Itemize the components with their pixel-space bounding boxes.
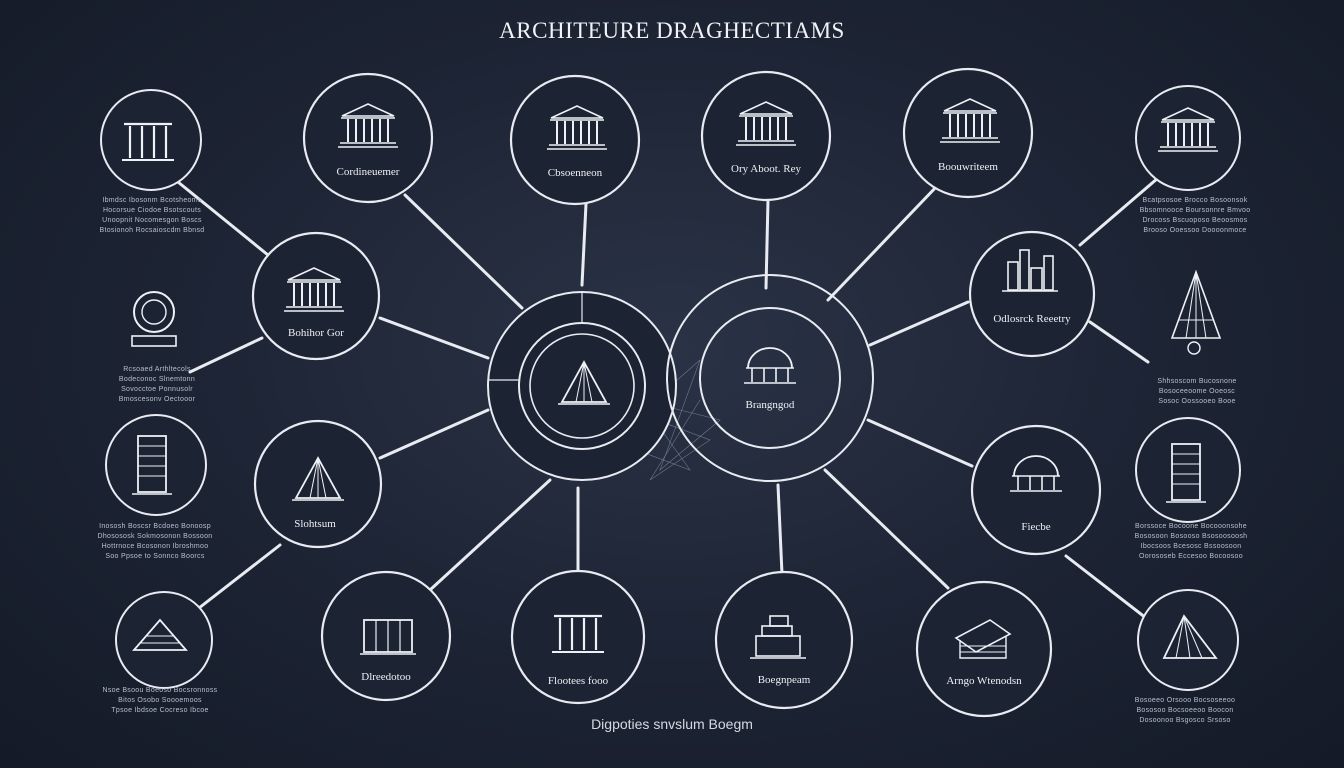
outer-right-1[interactable] — [1135, 85, 1241, 191]
node-bottom-3[interactable]: Boegnpeam — [714, 570, 854, 710]
note-line: Btosionoh Rocsaioscdm Bbnsd — [99, 227, 205, 234]
node-label: Cordineuemer — [337, 166, 400, 178]
connector-line — [428, 478, 552, 592]
connector-line — [378, 408, 490, 460]
note-line: Oorososeb Eccesoo Bocoosoo — [1139, 553, 1243, 560]
connector-lines — [176, 176, 1160, 620]
node-top-4[interactable]: Boouwriteem — [902, 67, 1034, 199]
diagram-title: ARCHITEURE DRAGHECTIAMS — [499, 18, 845, 43]
note-line: Bososoo Bocsoeeoo Boocon — [1136, 707, 1234, 714]
note-line: Hottrnoce Bcosonon Ibroshmoo — [101, 543, 209, 550]
connector-line — [188, 543, 282, 617]
node-top-1[interactable]: Cordineuemer — [302, 72, 434, 204]
note-line: Nsoe Bsoou Boeoso Bocsronnoss — [102, 687, 218, 694]
node-mid-left-2[interactable]: Slohtsum — [253, 419, 383, 549]
node-label: Slohtsum — [294, 518, 336, 530]
note-line: Bosoeeo Orsooo Bocsoseeoo — [1134, 697, 1236, 704]
node-mid-right-1[interactable]: Odlosrck Reeetry — [968, 230, 1096, 358]
note-right-2: Shhsoscom Bucosnone Bosoceeoome Ooeosc S… — [1132, 377, 1262, 407]
connector-line — [868, 300, 970, 347]
hub-left[interactable] — [487, 291, 677, 481]
note-left-2: Rcsoaed Arthltecols Bodeconoc Slnemtonn … — [92, 365, 222, 405]
outer-left-3[interactable] — [105, 414, 207, 516]
note-line: Ibmdsc Ibosonm Bcotsheoms — [102, 197, 202, 204]
note-line: Hocorsue Ciodoe Bsotscouts — [102, 207, 202, 214]
note-line: Drocoss Bscuoposo Beoosmos — [1142, 217, 1248, 224]
note-line: Dhosososk Sokmosonon Bossoon — [97, 533, 213, 540]
outer-left-2 — [131, 291, 177, 347]
note-line: Dosoonoo Bsgosco Srsoso — [1139, 717, 1231, 724]
hub-right-label: Brangngod — [746, 399, 795, 411]
note-right-1: Bcatpsosoe Brocco Bosoonsok Bbsomnooce B… — [1130, 196, 1260, 236]
note-left-1: Ibmdsc Ibosonm Bcotsheoms Hocorsue Ciodo… — [87, 196, 217, 236]
note-line: Bodeconoc Slnemtonn — [118, 376, 196, 383]
connector-line — [403, 193, 524, 310]
node-label: Flootees fooo — [548, 675, 609, 687]
outer-right-3[interactable] — [1135, 417, 1241, 523]
outer-left-4[interactable] — [115, 591, 213, 689]
node-bottom-1[interactable]: Dlreedotoo — [320, 570, 452, 702]
ring-monument-icon — [131, 291, 177, 347]
node-label: Dlreedotoo — [361, 671, 411, 683]
connector-line — [378, 316, 490, 360]
connector-line — [823, 468, 950, 590]
connector-line — [188, 336, 264, 374]
node-top-2[interactable]: Cbsoenneon — [509, 74, 641, 206]
dome-pavilion-icon — [743, 347, 797, 384]
note-line: Tpsoe Ibdsoe Cocreso Ibcoe — [111, 707, 209, 714]
node-mid-left-1[interactable]: Bohihor Gor — [251, 231, 381, 361]
node-label: Cbsoenneon — [548, 167, 603, 179]
node-label: Ory Aboot. Rey — [731, 163, 801, 175]
connector-line — [866, 418, 974, 468]
hub-mesh — [609, 359, 721, 481]
note-line: Bbsomnooce Boursonnre Bmvoo — [1139, 207, 1251, 214]
connector-line — [1078, 176, 1160, 247]
note-right-4: Bosoeeo Orsooo Bocsoseeoo Bososoo Bocsoe… — [1120, 696, 1250, 726]
node-label: Boouwriteem — [938, 161, 998, 173]
outer-left-1[interactable] — [100, 89, 202, 191]
note-line: Rcsoaed Arthltecols — [123, 366, 191, 373]
node-top-3[interactable]: Ory Aboot. Rey — [700, 70, 832, 202]
note-right-3: Borssoce Bocoone Bocooonsohe Bososoon Bo… — [1126, 522, 1256, 562]
node-bottom-4[interactable]: Arngo Wtenodsn — [915, 580, 1053, 718]
note-line: Bitos Osobo Soooemoos — [118, 697, 202, 704]
note-line: Bosoceeoome Ooeosc — [1158, 388, 1236, 395]
connector-line — [826, 183, 940, 302]
outer-right-2 — [1171, 271, 1221, 355]
node-label: Fiecbe — [1021, 521, 1050, 533]
note-line: Ibocsoos Bcesosc Bssoosoon — [1140, 543, 1242, 550]
note-line: Brooso Ooessoo Doooonmoce — [1143, 227, 1247, 234]
note-line: Bcatpsosoe Brocco Bosoonsok — [1142, 197, 1248, 204]
connector-line — [776, 483, 784, 576]
note-line: Shhsoscom Bucosnone — [1157, 378, 1237, 385]
diagram-caption: Digpoties snvslum Boegm — [591, 716, 753, 732]
connector-line — [1064, 554, 1148, 620]
connector-line — [764, 198, 770, 290]
connector-line — [1088, 320, 1150, 364]
note-line: Unoopnit Nocomesgon Boscs — [102, 217, 202, 224]
spire-tower-icon — [1171, 271, 1221, 355]
note-line: Bososoon Bosooso Bsosoosoosh — [1134, 533, 1248, 540]
connector-line — [580, 202, 588, 287]
node-mid-right-2[interactable]: Fiecbe — [970, 424, 1102, 556]
note-line: Sosoc Oossooeo Booe — [1158, 398, 1236, 405]
node-bottom-2[interactable]: Flootees fooo — [510, 569, 646, 705]
node-label: Arngo Wtenodsn — [946, 675, 1022, 687]
note-line: Inososh Boscsr Bcdoeo Bonoosp — [99, 523, 211, 530]
note-line: Borssoce Bocoone Bocooonsohe — [1135, 523, 1247, 530]
outer-right-4[interactable] — [1137, 589, 1239, 691]
note-line: Bmoscesonv Oectooor — [118, 396, 196, 403]
node-label: Bohihor Gor — [288, 327, 344, 339]
note-left-4: Nsoe Bsoou Boeoso Bocsronnoss Bitos Osob… — [95, 686, 225, 716]
node-label: Boegnpeam — [758, 674, 811, 686]
note-line: Sovocctoe Ponnusolr — [121, 386, 193, 393]
node-label: Odlosrck Reeetry — [993, 313, 1071, 325]
connector-line — [176, 180, 270, 257]
note-left-3: Inososh Boscsr Bcdoeo Bonoosp Dhosososk … — [90, 522, 220, 562]
hub-right[interactable]: Brangngod — [666, 274, 874, 482]
note-line: Soo Ppsoe to Sonnco Boorcs — [105, 553, 205, 560]
